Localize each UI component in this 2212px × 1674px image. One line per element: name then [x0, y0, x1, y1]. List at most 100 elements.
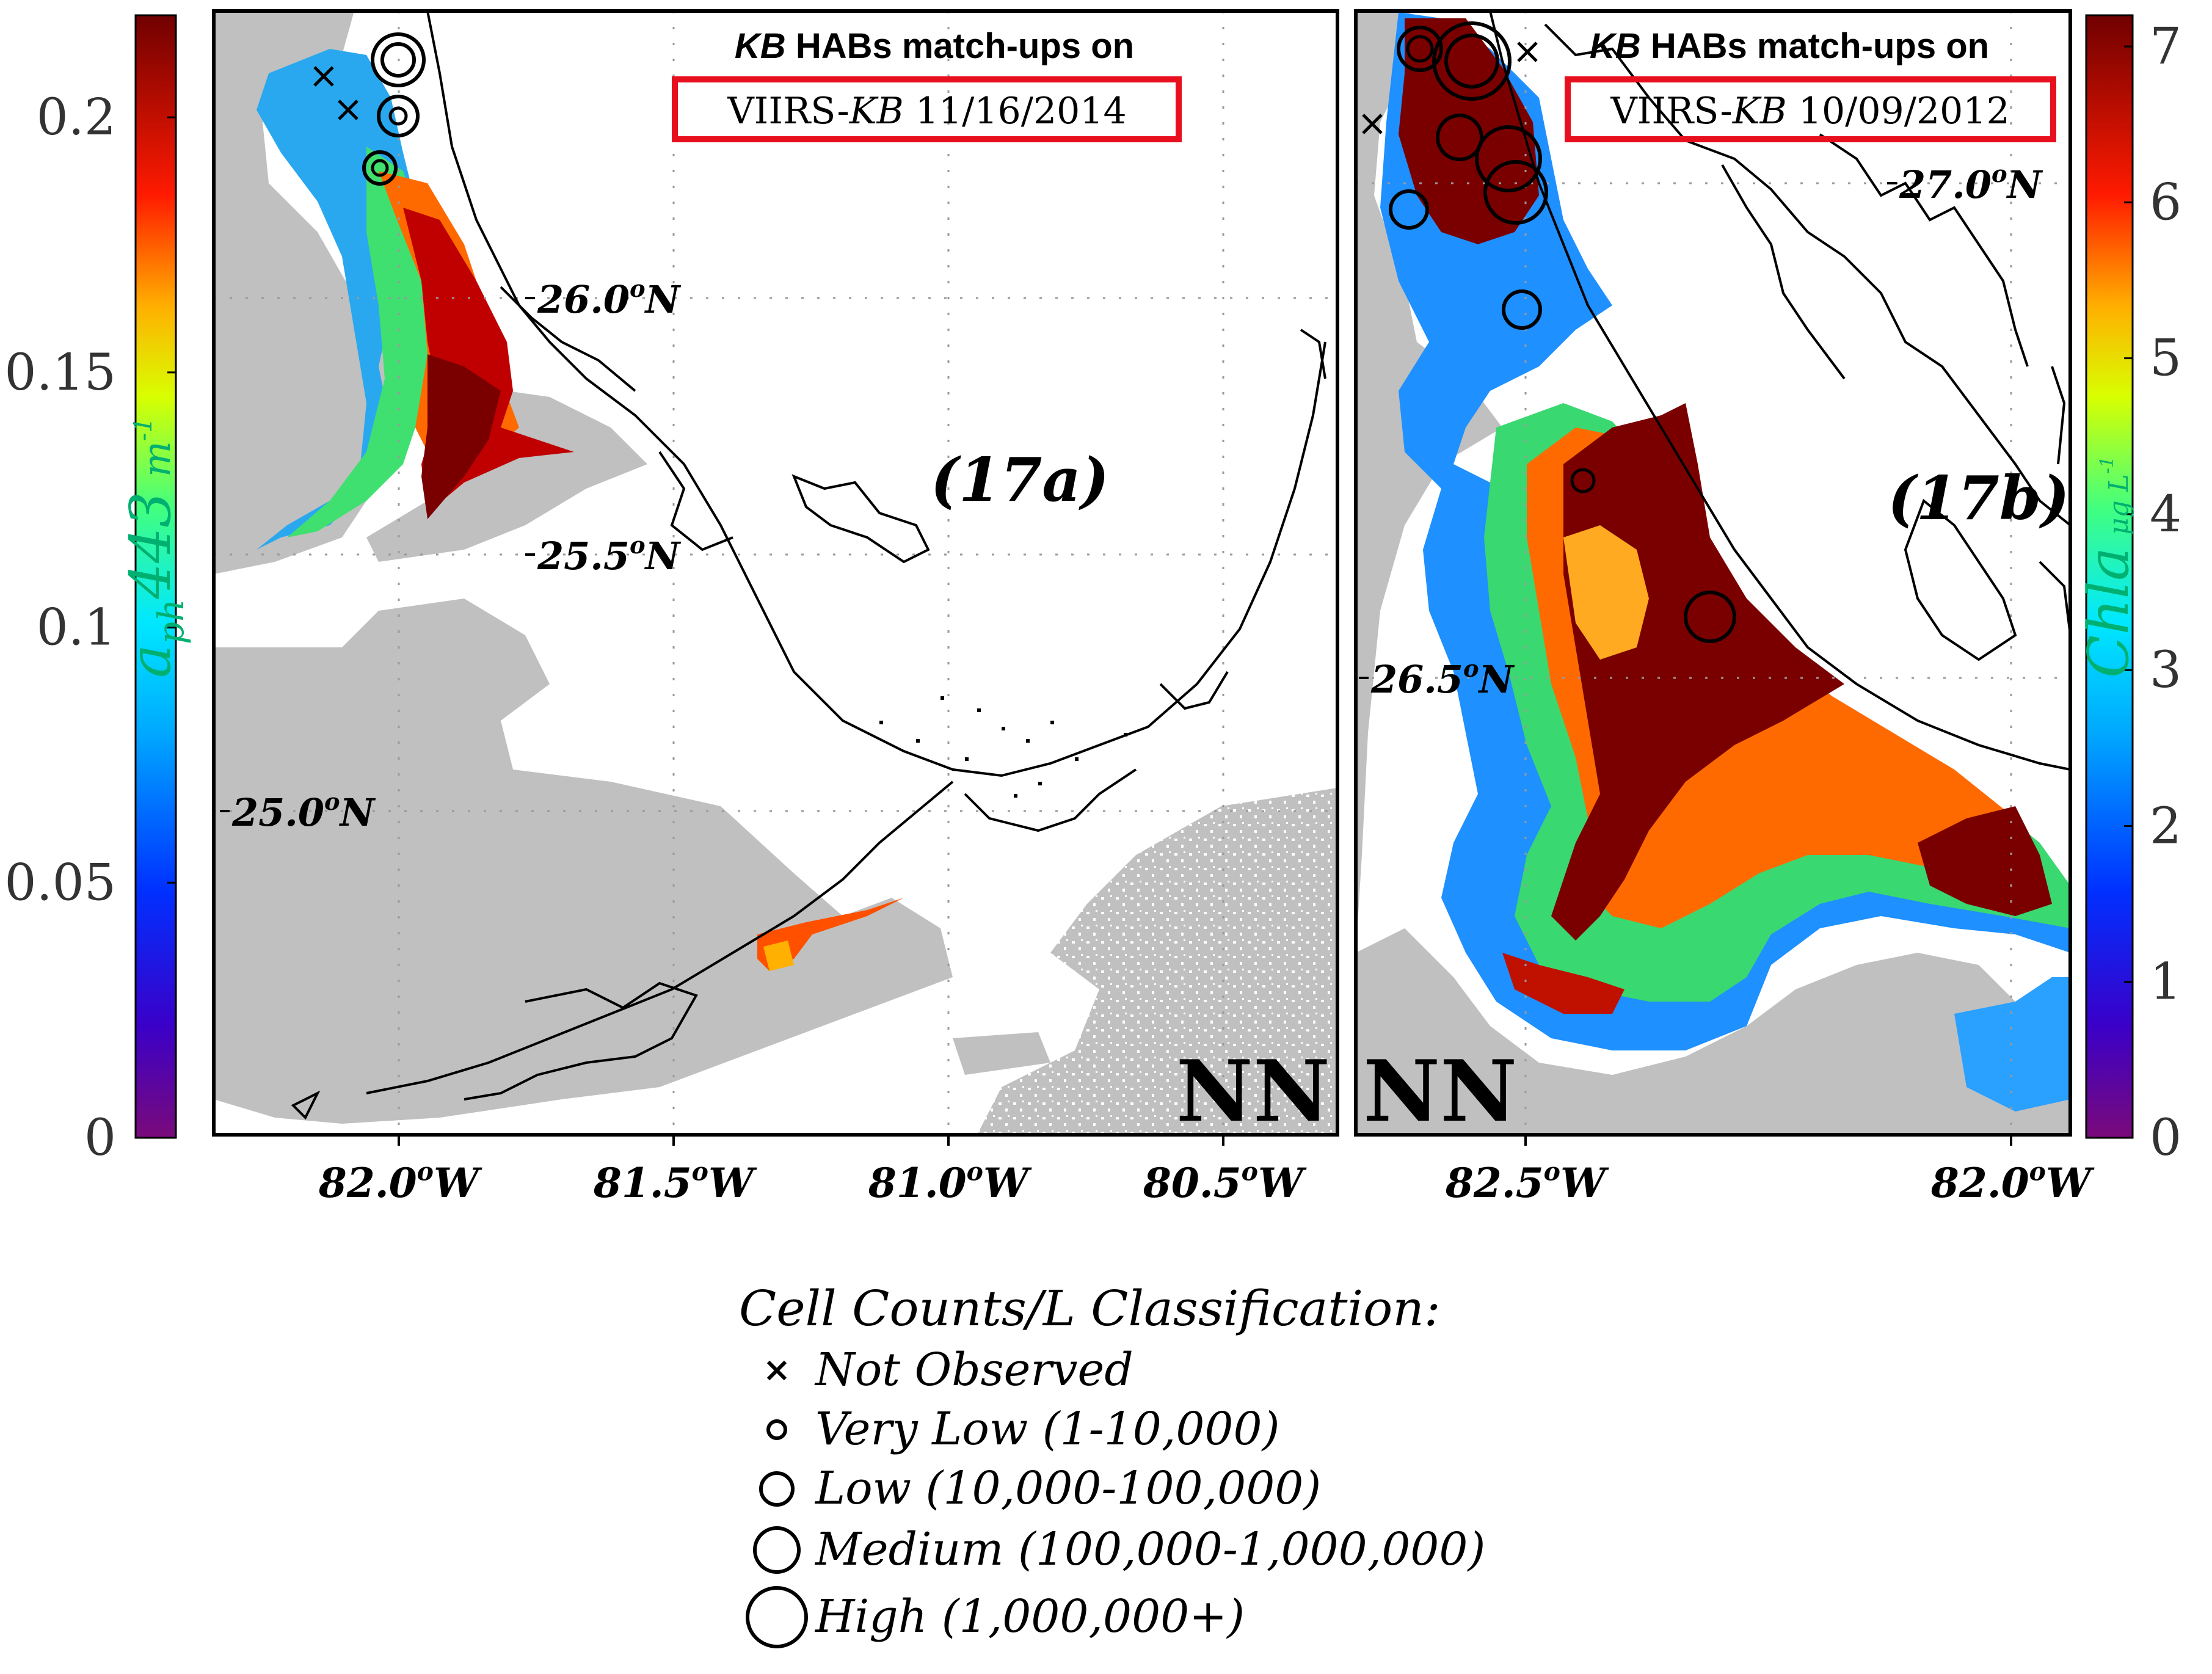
lat-label: 27.0oN: [1899, 161, 2043, 207]
panel-a-lat-labels: 26.0oN 25.5oN 25.0oN: [220, 275, 682, 835]
panel-b-date-italic: KB: [1732, 90, 1787, 133]
panel-a-title: KB HABs match-ups on: [735, 26, 1134, 66]
colorbar-tick-label: 4: [2150, 486, 2181, 544]
panel-b-title-rest: HABs match-ups on: [1641, 26, 1989, 66]
colorbar-tick-label: 0.2: [37, 89, 116, 147]
colorbar-left-label-sub: ph: [150, 599, 192, 644]
panel-b-bloom-dark-north: [1399, 18, 1539, 244]
panel-b-corner-mark: NN: [1363, 1041, 1517, 1141]
lat-label: 26.5oN: [1370, 655, 1515, 702]
panel-b-date-rest: 10/09/2012: [1787, 90, 2010, 133]
station-not-observed: [1362, 114, 1383, 134]
colorbar-right-label-main: Chla: [2076, 547, 2141, 678]
station-not-observed: [313, 66, 358, 120]
colorbar-right-ticks: 7 6 5 4 3 2 1 0: [2124, 18, 2181, 1167]
lon-label: 82.0oW: [1930, 1157, 2095, 1207]
panel-b-frame: [1354, 9, 2072, 1137]
panel-a-date-prefix: VIIRS-: [727, 90, 849, 133]
panel-a-nodata-lower: [214, 898, 342, 1075]
panel-a-stations: [313, 32, 426, 186]
station-low: [1397, 26, 1443, 72]
panel-a-nodata-west: [214, 11, 403, 574]
station-very-low: [388, 106, 408, 126]
panel-a-bloom-south: [757, 898, 904, 971]
legend-item-label: Very Low (1-10,000): [815, 1403, 1279, 1455]
legend-symbol-circle-icon: [746, 1586, 808, 1648]
colorbar-tick-label: 7: [2150, 18, 2181, 76]
panel-a-date-rest: 11/16/2014: [904, 90, 1127, 133]
panel-a-id-label: (17a): [931, 445, 1110, 515]
station-low: [362, 150, 398, 186]
panel-a-coastline: [291, 11, 1326, 1120]
panel-b-id-label: (17b): [1888, 464, 2070, 534]
panel-a-title-italic: KB: [735, 26, 786, 66]
colorbar-tick-label: 0.15: [4, 344, 116, 402]
lat-label: 25.0oN: [231, 788, 376, 835]
colorbar-tick-label: 2: [2150, 797, 2181, 855]
station-high: [1483, 160, 1548, 225]
legend-item-label: Not Observed: [814, 1344, 1133, 1396]
lon-label: 82.0oW: [318, 1157, 482, 1207]
station-medium: [1436, 114, 1483, 161]
lon-label: 81.0oW: [868, 1157, 1032, 1207]
colorbar-left-label-unit: m: [134, 441, 179, 477]
station-high: [1475, 125, 1542, 192]
panel-a-bloom-green: [287, 147, 440, 537]
lat-label: 25.5oN: [537, 532, 682, 578]
panel-a-bloom-south-yellow: [763, 941, 794, 971]
legend-title: Cell Counts/L Classification:: [739, 1280, 1441, 1337]
panel-a-keys-islands: [879, 696, 1127, 798]
station-high: [1432, 21, 1512, 101]
panel-b-bloom-sw: [1954, 977, 2070, 1112]
lon-label: 82.5oW: [1445, 1157, 1609, 1207]
station-not-observed: [1517, 42, 1538, 62]
colorbar-tick-label: 0.05: [4, 854, 116, 912]
station-high: [371, 32, 426, 87]
panel-a-date-box: [672, 76, 1182, 142]
colorbar-left-ticks: 0.2 0.15 0.1 0.05 0: [4, 89, 176, 1167]
legend-symbol-circle-icon: [766, 1419, 787, 1440]
legend-symbol-x-icon: [766, 1360, 787, 1381]
legend-item-label: Medium (100,000-1,000,000): [814, 1523, 1485, 1576]
colorbar-left-label-main: a: [118, 644, 183, 678]
station-low: [377, 95, 420, 137]
colorbar-left: 0.2 0.15 0.1 0.05 0 aph443 m-1: [4, 14, 192, 1167]
panel-b-bloom-south-red: [1502, 953, 1624, 1014]
station-low: [1389, 189, 1429, 230]
lon-label: 80.5oW: [1143, 1157, 1307, 1207]
panel-b-title-italic: KB: [1590, 26, 1641, 66]
panel-a: KB HABs match-ups on VIIRS- KB 11/16/2014…: [212, 9, 1339, 1141]
legend-symbol-circle-icon: [753, 1526, 801, 1574]
panel-a-frame: [212, 9, 1339, 1137]
station-low: [1502, 289, 1542, 330]
colorbar-tick-label: 5: [2150, 330, 2181, 388]
station-medium: [1684, 591, 1736, 643]
station-very-low: [371, 159, 389, 177]
legend: Cell Counts/L Classification: Not Observ…: [739, 1280, 1485, 1648]
panel-b-nodata-west: [1356, 11, 1502, 953]
panel-b-bloom-dark-east: [1918, 806, 2052, 916]
panel-b-nodata-south: [1356, 928, 2070, 1135]
panel-b-bloom-dark: [1551, 403, 1844, 941]
colorbar-tick-label: 1: [2150, 953, 2181, 1011]
lon-label: 81.5oW: [593, 1157, 757, 1207]
panel-a-nodata-mid: [366, 391, 647, 562]
longitude-labels: 82.0oW 81.5oW 81.0oW 80.5oW 82.5oW 82.0oW: [318, 1135, 2095, 1207]
panel-b-date-box: [1565, 76, 2056, 142]
station-low: [1406, 35, 1434, 63]
panel-b: KB HABs match-ups on VIIRS-KB 10/09/2012…: [1354, 9, 2072, 1141]
colorbar-tick-label: 0.1: [37, 599, 116, 657]
colorbar-right: 7 6 5 4 3 2 1 0 Chla μg L-1: [2076, 14, 2181, 1167]
lat-label: 26.0oN: [537, 275, 682, 322]
legend-items: Not Observed Very Low (1-10,000) Low (10,0…: [746, 1344, 1485, 1648]
panel-b-date: VIIRS-KB 10/09/2012: [1610, 90, 2009, 133]
legend-symbol-circle-icon: [759, 1471, 795, 1507]
colorbar-tick-label: 3: [2150, 641, 2181, 699]
station-very-low: [1570, 468, 1596, 493]
legend-item-label: High (1,000,000+): [814, 1590, 1245, 1643]
panel-b-coastline: [1489, 11, 2070, 771]
panel-a-bloom-dark: [421, 354, 501, 519]
panel-b-stations: [1362, 21, 1736, 643]
colorbar-right-label: Chla μg L-1: [2076, 456, 2141, 678]
